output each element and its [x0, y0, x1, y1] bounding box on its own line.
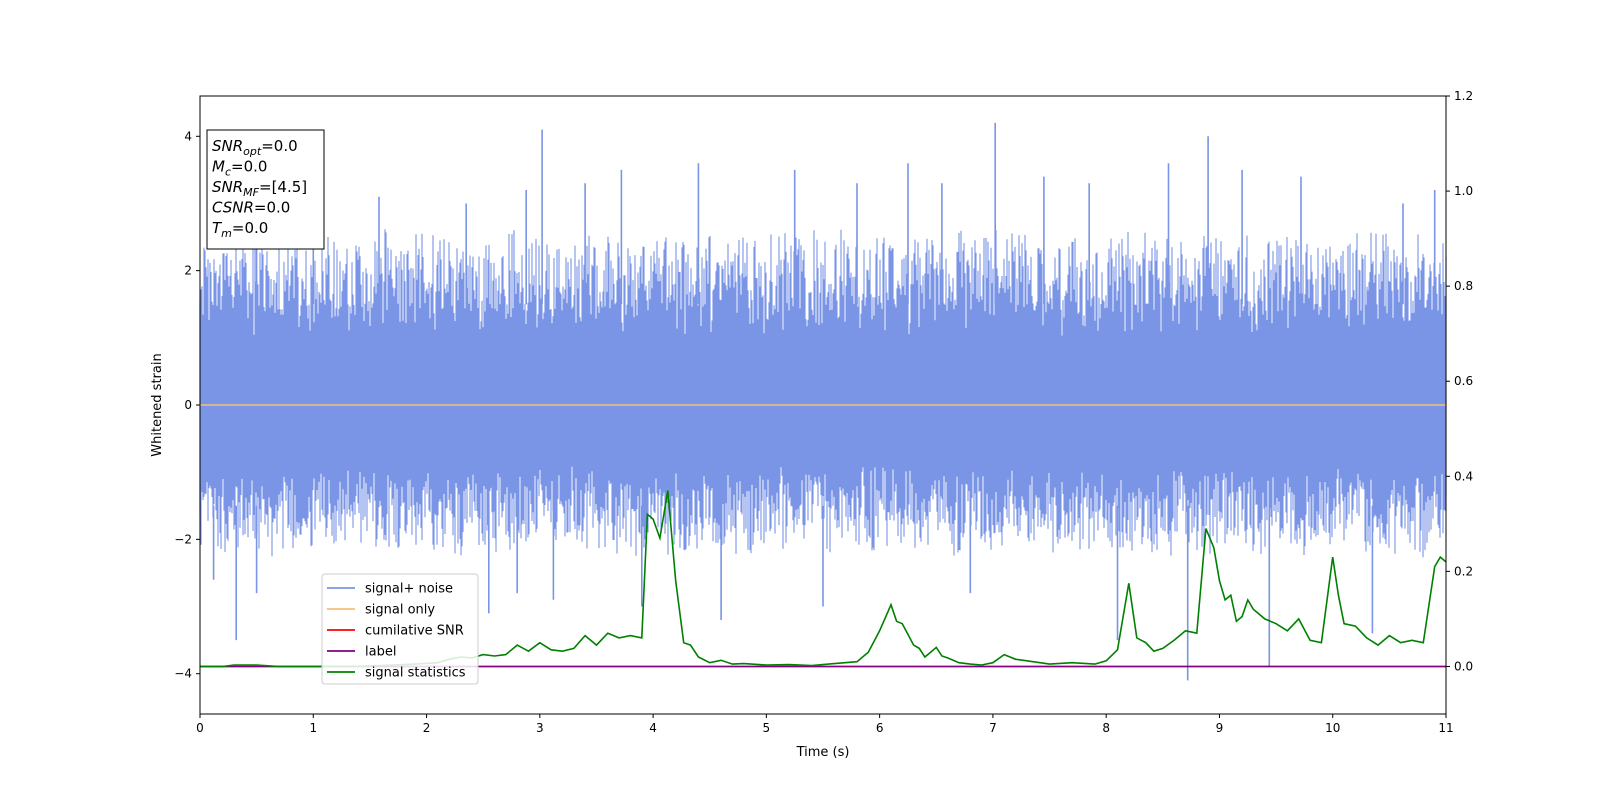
- x-tick-label: 10: [1325, 721, 1340, 735]
- x-tick-label: 1: [309, 721, 317, 735]
- annotation-line: SNRopt=0.0: [212, 137, 298, 158]
- annotation-box-frame: [206, 129, 325, 250]
- legend-label: label: [365, 645, 396, 660]
- annotation-line: SNRMF=[4.5]: [212, 178, 307, 199]
- y2-tick-label: 0.8: [1454, 279, 1473, 293]
- series-line-signal-statistics: [200, 490, 1447, 668]
- y2-tick-label: 0.0: [1454, 659, 1473, 673]
- annotation-line: Tm=0.0: [212, 219, 268, 240]
- signal-noise-spikes: [212, 122, 1436, 681]
- x-tick-label: 2: [423, 721, 431, 735]
- y2-axis-ticks: 0.0 0.2 0.4 0.6 0.8 1.0 1.2: [1446, 89, 1473, 673]
- x-tick-label: 9: [1216, 721, 1224, 735]
- x-tick-label: 6: [876, 721, 884, 735]
- x-tick-label: 8: [1102, 721, 1110, 735]
- y2-tick-label: 0.6: [1454, 374, 1473, 388]
- x-axis-label: Time (s): [796, 745, 850, 760]
- y2-tick-label: 0.2: [1454, 564, 1473, 578]
- x-tick-label: 4: [649, 721, 657, 735]
- y-tick-label: 4: [184, 129, 192, 143]
- y-tick-label: 0: [184, 398, 192, 412]
- legend-label: signal statistics: [365, 666, 466, 681]
- x-tick-label: 5: [763, 721, 771, 735]
- legend-label: signal only: [365, 603, 435, 618]
- legend-label: cumilative SNR: [365, 624, 464, 639]
- y-tick-label: −2: [174, 532, 192, 546]
- legend-frame: [321, 573, 479, 685]
- legend-label: signal+ noise: [365, 582, 453, 597]
- x-tick-label: 7: [989, 721, 997, 735]
- y-axis-ticks: −4 −2 0 2 4: [174, 129, 200, 681]
- x-tick-label: 11: [1438, 721, 1453, 735]
- annotation-line: CSNR=0.0: [212, 199, 290, 217]
- y-tick-label: 2: [184, 264, 192, 278]
- x-axis-ticks: 0 1 2 3 4 5 6 7 8 9 10 11: [196, 714, 1454, 735]
- y-axis-label: Whitened strain: [150, 353, 165, 456]
- y-tick-label: −4: [174, 667, 192, 681]
- annotation-line: Mc=0.0: [212, 158, 267, 179]
- x-tick-label: 0: [196, 721, 204, 735]
- x-tick-label: 3: [536, 721, 544, 735]
- y2-tick-label: 0.4: [1454, 469, 1473, 483]
- legend: signal+ noise signal only cumilative SNR la…: [321, 573, 479, 685]
- y2-tick-label: 1.2: [1454, 89, 1473, 103]
- y2-tick-label: 1.0: [1454, 184, 1473, 198]
